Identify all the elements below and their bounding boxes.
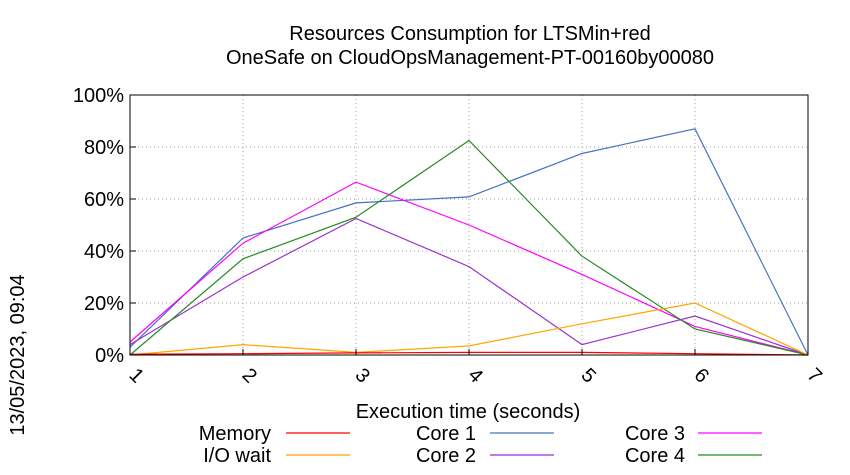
series-line-core-2 (129, 217, 809, 356)
x-tick-label: 3 (351, 364, 374, 387)
x-tick-label: 2 (238, 364, 261, 387)
legend-label-core-2: Core 2 (416, 445, 476, 467)
y-ticks: 0% 20% 40% 60% 80% 100% (73, 85, 136, 367)
timestamp-label: 13/05/2023, 09:04 (7, 274, 29, 435)
series-line-core-4 (129, 139, 809, 356)
y-tick-label: 0% (95, 345, 124, 367)
legend-label-core-1: Core 1 (416, 423, 476, 445)
series-layer (129, 128, 809, 356)
legend-label-core-4: Core 4 (625, 445, 685, 467)
x-tick-label: 5 (577, 364, 600, 387)
legend-label-memory: Memory (199, 423, 271, 445)
x-tick-label: 6 (690, 364, 713, 387)
x-tick-label: 4 (464, 364, 487, 387)
y-tick-label: 80% (84, 137, 124, 159)
chart-subtitle: OneSafe on CloudOpsManagement-PT-00160by… (226, 47, 714, 69)
y-tick-label: 100% (73, 85, 124, 107)
series-line-core-1 (129, 128, 809, 356)
legend-label-core-3: Core 3 (625, 423, 685, 445)
y-tick-label: 40% (84, 241, 124, 263)
x-tick-label: 7 (803, 364, 826, 387)
chart-title: Resources Consumption for LTSMin+red (289, 23, 650, 45)
y-tick-label: 20% (84, 293, 124, 315)
legend-label-i-o-wait: I/O wait (203, 445, 271, 467)
y-tick-label: 60% (84, 189, 124, 211)
series-line-i-o-wait (129, 302, 809, 356)
x-axis-label: Execution time (seconds) (356, 401, 581, 423)
x-tick-label: 1 (125, 364, 148, 387)
series-line-core-3 (129, 181, 809, 356)
